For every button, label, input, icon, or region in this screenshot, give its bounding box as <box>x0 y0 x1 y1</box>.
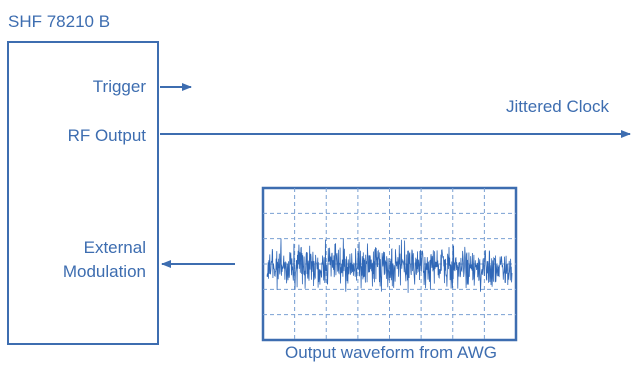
waveform-trace <box>266 238 513 293</box>
port-label-external: External <box>84 238 146 257</box>
waveform-caption: Output waveform from AWG <box>285 343 497 362</box>
device-title: SHF 78210 B <box>8 12 110 31</box>
port-label-modulation: Modulation <box>63 262 146 281</box>
device-box <box>7 41 159 345</box>
port-label-rf-output: RF Output <box>68 126 147 145</box>
waveform-panel <box>261 186 518 342</box>
jittered-clock-label: Jittered Clock <box>506 97 609 116</box>
port-label-trigger: Trigger <box>93 77 147 96</box>
